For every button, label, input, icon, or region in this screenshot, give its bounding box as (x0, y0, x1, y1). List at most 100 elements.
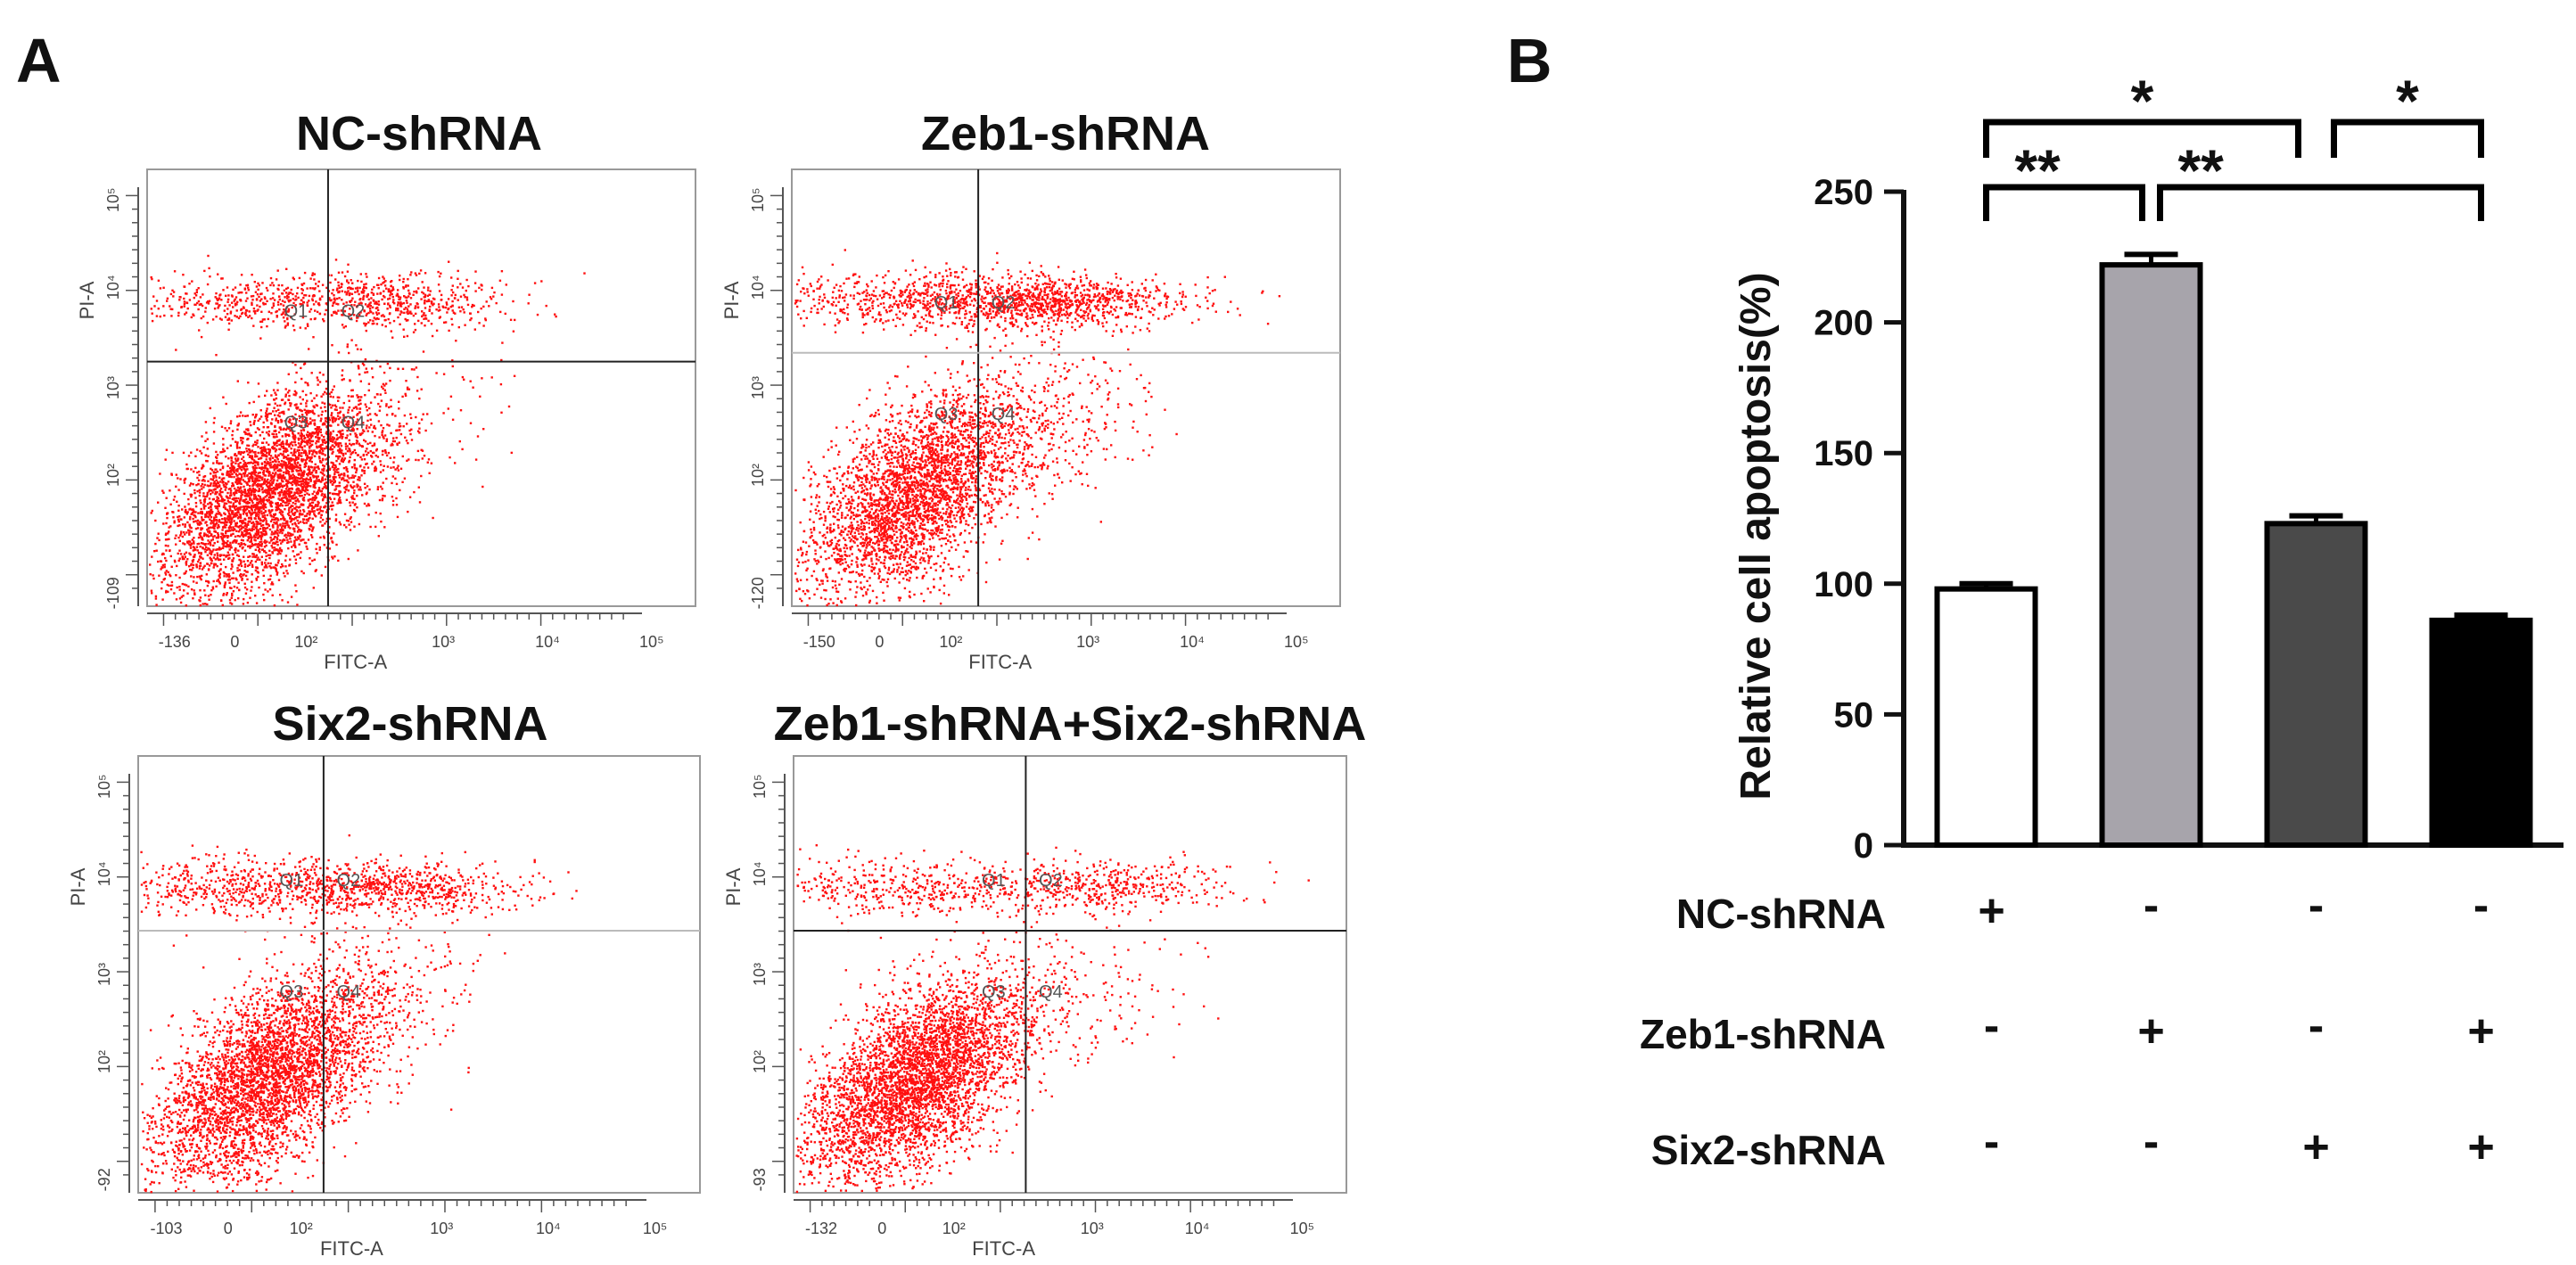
treatment-sign: - (2144, 1116, 2159, 1168)
flow-plot-dots (149, 254, 586, 607)
treatment-sign: + (2137, 1006, 2164, 1057)
flow-plot-title: NC-shRNA (296, 107, 542, 160)
flow-x-axis-label: FITC-A (320, 1237, 383, 1260)
panel-letter-b: B (1507, 26, 1552, 95)
significance-label: * (2131, 68, 2154, 134)
flow-x-tick-label: -150 (803, 633, 835, 651)
flow-x-tick-label: 10³ (1081, 1220, 1104, 1237)
flow-x-tick-label: 10⁴ (535, 633, 560, 651)
flow-x-tick-label: 10⁵ (1290, 1220, 1314, 1237)
flow-x-tick-label: -132 (805, 1220, 837, 1237)
bar-4 (2429, 617, 2533, 849)
flow-y-tick-label: -93 (751, 1168, 769, 1191)
flow-plot-title: Six2-shRNA (272, 697, 547, 751)
quadrant-label-q4: Q4 (337, 982, 361, 1002)
significance-bracket-2 (2331, 119, 2484, 158)
flow-y-tick-label: 10² (104, 464, 122, 487)
flow-plot-dots (140, 834, 578, 1194)
bar-y-tick-label: 250 (1814, 173, 1873, 212)
treatment-sign: - (2309, 880, 2324, 932)
flow-y-tick-label: 10⁴ (751, 861, 769, 886)
treatment-row-label: Six2-shRNA (1651, 1127, 1886, 1173)
flow-x-tick-label: 10⁵ (643, 1220, 667, 1237)
treatment-sign: - (1984, 1000, 1999, 1052)
flow-x-tick-label: 10⁴ (1185, 1220, 1210, 1237)
bar-y-tick-label: 100 (1814, 565, 1873, 604)
quadrant-label-q1: Q1 (934, 293, 959, 313)
flow-x-tick-label: 10³ (430, 1220, 453, 1237)
flow-plot-4: Zeb1-shRNA+Six2-shRNA Q1 Q2 Q3 Q4 -132 0 10² 10³… (722, 697, 1366, 1260)
flow-y-tick-label: -109 (104, 577, 122, 609)
treatment-sign: - (2473, 880, 2489, 932)
flow-plot-2: Zeb1-shRNA Q1 Q2 Q3 Q4 -150 0 10² 10³ 10⁴ 10⁵ FITC-… (720, 107, 1341, 673)
treatment-row-label: Zeb1-shRNA (1640, 1011, 1886, 1057)
flow-y-tick-label: 10³ (95, 963, 113, 986)
flow-plot-1: NC-shRNA Q1 Q2 Q3 Q4 -136 0 10² 10³ 10⁴ 10⁵ FITC-A -… (76, 107, 696, 673)
quadrant-label-q2: Q2 (342, 302, 366, 322)
flow-y-tick-label: 10⁵ (104, 188, 122, 212)
flow-y-tick-label: 10⁵ (749, 188, 767, 212)
quadrant-label-q3: Q3 (934, 405, 959, 424)
flow-y-tick-label: 10⁵ (751, 775, 769, 799)
bar-y-tick-label: 50 (1834, 695, 1874, 735)
flow-x-tick-label: -136 (159, 633, 191, 651)
flow-y-tick-label: 10⁵ (95, 775, 113, 799)
flow-y-axis-label: PI-A (720, 281, 743, 319)
quadrant-label-q4: Q4 (342, 414, 366, 433)
treatment-sign: + (2302, 1121, 2329, 1173)
bar-y-tick-label: 0 (1854, 826, 1873, 866)
treatment-sign: + (1978, 885, 2004, 937)
panel-letter-a: A (16, 26, 62, 95)
quadrant-label-q4: Q4 (992, 405, 1016, 424)
quadrant-label-q3: Q3 (280, 982, 304, 1002)
significance-bracket-1 (1983, 119, 2301, 158)
flow-y-tick-label: 10⁴ (95, 861, 113, 886)
treatment-sign: - (2144, 880, 2159, 932)
significance-label: * (2396, 68, 2419, 134)
flow-x-axis-label: FITC-A (324, 651, 387, 673)
flow-x-tick-label: 0 (875, 633, 884, 651)
flow-x-tick-label: 10² (942, 1220, 966, 1237)
significance-label: ** (2178, 137, 2225, 203)
flow-x-tick-label: 10⁴ (1180, 633, 1205, 651)
flow-y-tick-label: 10⁴ (749, 275, 767, 300)
flow-plot-title: Zeb1-shRNA (921, 107, 1210, 160)
treatment-sign: - (1984, 1116, 1999, 1168)
flow-x-tick-label: 0 (230, 633, 239, 651)
bar-2 (2099, 262, 2203, 848)
flow-plot-frame (793, 755, 1347, 1194)
flow-x-tick-label: 10² (294, 633, 317, 651)
flow-y-tick-label: 10³ (751, 963, 769, 986)
treatment-sign: - (2309, 1000, 2324, 1052)
significance-bracket-3 (1983, 184, 2145, 221)
flow-plot-dots (794, 249, 1281, 607)
flow-x-tick-label: 10⁵ (1284, 633, 1308, 651)
flow-y-tick-label: 10³ (749, 376, 767, 399)
flow-x-tick-label: 10⁵ (639, 633, 663, 651)
flow-plot-frame (791, 168, 1341, 607)
bar-1 (1934, 586, 2038, 848)
flow-y-tick-label: -120 (749, 577, 767, 609)
flow-y-axis-label: PI-A (722, 867, 745, 906)
bar-y-tick-label: 200 (1814, 304, 1873, 343)
flow-plot-frame (137, 755, 701, 1194)
quadrant-label-q2: Q2 (992, 293, 1016, 313)
flow-x-axis-label: FITC-A (968, 651, 1032, 673)
flow-plot-dots (795, 844, 1310, 1194)
quadrant-label-q4: Q4 (1039, 982, 1063, 1002)
treatment-sign: + (2467, 1121, 2494, 1173)
flow-x-tick-label: 10² (290, 1220, 313, 1237)
quadrant-label-q1: Q1 (284, 302, 309, 322)
flow-y-axis-label: PI-A (67, 867, 89, 906)
flow-x-tick-label: 10⁴ (536, 1220, 561, 1237)
flow-x-tick-label: 10³ (432, 633, 455, 651)
flow-y-tick-label: 10⁴ (104, 275, 122, 300)
flow-x-tick-label: 0 (877, 1220, 886, 1237)
flow-y-tick-label: 10³ (104, 376, 122, 399)
flow-y-tick-label: 10² (749, 464, 767, 487)
flow-x-tick-label: 10² (939, 633, 962, 651)
treatment-sign: + (2467, 1006, 2494, 1057)
quadrant-label-q1: Q1 (280, 871, 304, 891)
flow-y-tick-label: 10² (751, 1050, 769, 1073)
